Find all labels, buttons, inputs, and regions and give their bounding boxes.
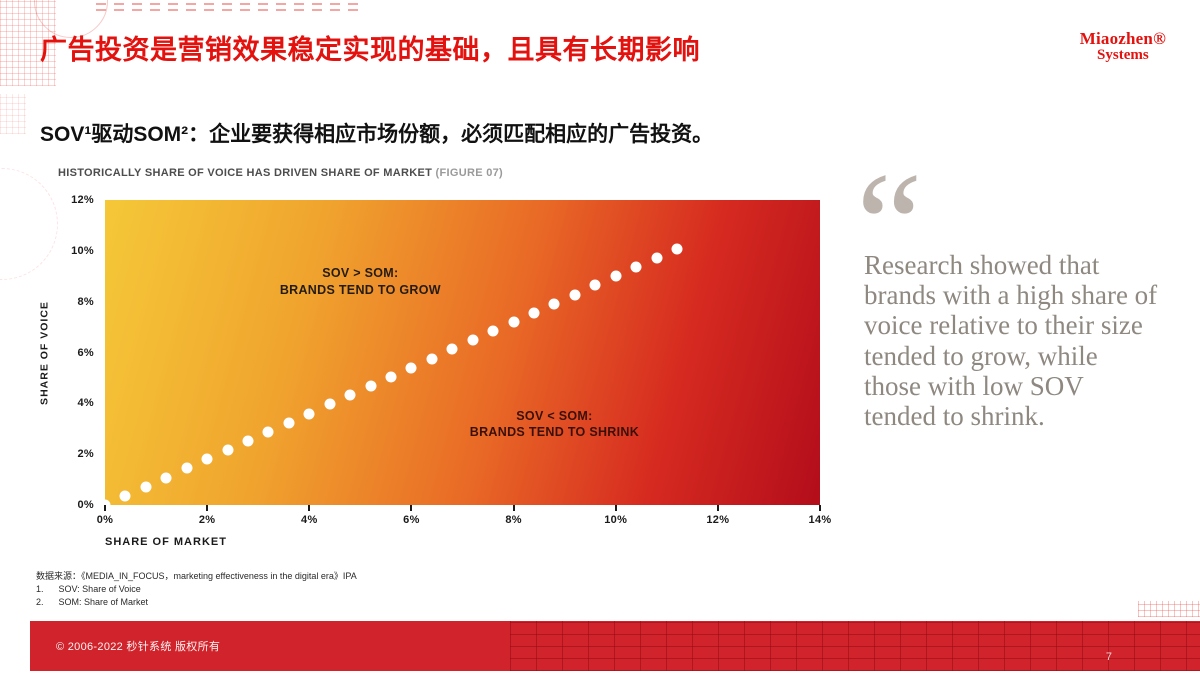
footer-bar: © 2006-2022 秒针系统 版权所有 7 [30, 621, 1200, 671]
x-tick-label: 12% [706, 514, 730, 526]
y-tick-label: 10% [71, 244, 94, 257]
x-axis-title: SHARE OF MARKET [105, 536, 227, 548]
x-tick-mark [614, 505, 617, 511]
data-point [283, 417, 295, 429]
slide-title: 广告投资是营销效果稳定实现的基础，且具有长期影响 [40, 35, 700, 65]
quote-text: Research showed that brands with a high … [864, 250, 1158, 432]
x-tick-label: 10% [604, 514, 628, 526]
data-point [119, 490, 131, 502]
page-number: 7 [1105, 651, 1112, 663]
x-tick-mark [104, 505, 106, 511]
data-point [630, 261, 642, 273]
data-point [365, 380, 377, 392]
data-point [671, 243, 683, 255]
x-tick-label: 14% [808, 514, 832, 526]
logo-brand-sub: Systems [1097, 46, 1149, 63]
x-tick-mark [716, 505, 719, 511]
footnote-source: 数据来源：《MEDIA_IN_FOCUS，marketing effective… [36, 571, 357, 581]
data-point [262, 426, 274, 438]
data-point [324, 398, 336, 410]
data-point [181, 462, 193, 474]
chart-annotation: SOV > SOM: BRANDS TEND TO GROW [279, 266, 441, 297]
x-tick-label: 6% [403, 514, 420, 526]
footnote-item: 2. SOM: Share of Market [36, 597, 149, 608]
data-point [242, 435, 254, 447]
quote-mark-icon: “ [856, 142, 923, 308]
data-point [651, 252, 663, 264]
data-point [446, 343, 458, 355]
y-tick-label: 2% [77, 448, 94, 461]
x-tick-mark [308, 505, 311, 511]
x-tick-mark [410, 505, 413, 511]
x-tick-label: 2% [198, 514, 216, 526]
data-point [222, 444, 234, 456]
footer-pattern [510, 621, 1200, 671]
data-point [140, 481, 152, 493]
chart-plot: SOV > SOM: BRANDS TEND TO GROW SOV < SOM: B… [99, 200, 820, 511]
y-tick-label: 12% [71, 194, 94, 206]
data-point [426, 353, 438, 365]
chart-header: HISTORICALLY SHARE OF VOICE HAS DRIVEN S… [58, 167, 503, 179]
data-point [344, 389, 356, 401]
data-point [569, 289, 581, 301]
slide-subtitle: SOV¹驱动SOM²：企业要获得相应市场份额，必须匹配相应的广告投资。 [40, 123, 714, 146]
data-point [487, 325, 499, 337]
logo-brand-name: Miaozhen® [1079, 29, 1166, 48]
company-logo: Miaozhen® Systems [1080, 30, 1166, 64]
data-point [385, 371, 397, 383]
chart-header-main: HISTORICALLY SHARE OF VOICE HAS DRIVEN S… [58, 167, 436, 179]
x-tick-label: 0% [96, 514, 114, 526]
data-point [610, 270, 622, 282]
footer-copyright: © 2006-2022 秒针系统 版权所有 [56, 641, 221, 653]
footnotes: 数据来源：《MEDIA_IN_FOCUS，marketing effective… [36, 570, 357, 609]
data-point [548, 298, 560, 310]
decorative-dashes [96, 9, 358, 11]
x-tick-label: 4% [301, 514, 318, 526]
y-tick-label: 0% [77, 499, 94, 511]
data-point [467, 334, 479, 346]
x-tick-label: 8% [505, 514, 522, 526]
x-axis: 0% 2% 4% 6% 8% 10% 12% 14% [97, 505, 831, 531]
footnote-item: 1. SOV: Share of Voice [36, 584, 141, 595]
data-point [528, 307, 540, 319]
data-point [508, 316, 520, 328]
y-axis-title: SHARE OF VOICE [38, 301, 51, 405]
decorative-dashes [96, 3, 358, 5]
decorative-pattern-left [0, 94, 26, 134]
x-tick-mark [512, 505, 515, 511]
y-tick-label: 4% [77, 397, 94, 410]
data-point [405, 362, 417, 374]
y-axis: 0% 2% 4% 6% 8% 10% 12% [58, 194, 100, 511]
y-tick-label: 6% [77, 346, 94, 359]
x-tick-mark [206, 505, 209, 511]
data-point [303, 408, 315, 419]
y-tick-label: 8% [77, 295, 94, 308]
x-tick-mark [819, 505, 821, 511]
chart-figure-label: (FIGURE 07) [435, 167, 503, 179]
data-point [201, 453, 213, 465]
decorative-pattern-bottomright [1138, 601, 1200, 617]
data-point [589, 279, 601, 291]
chart-annotation: SOV < SOM: BRANDS TEND TO SHRINK [469, 408, 640, 439]
data-point [160, 472, 172, 484]
